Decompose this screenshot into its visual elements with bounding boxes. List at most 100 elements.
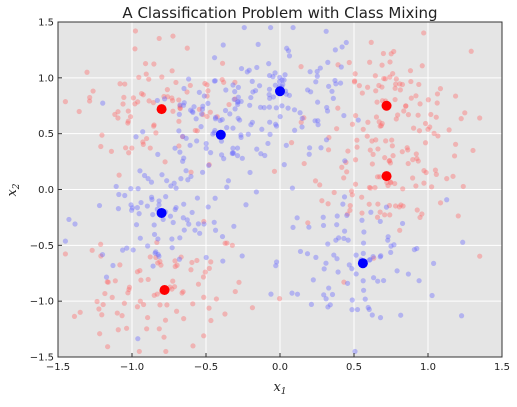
blue-sample-point [181, 103, 186, 108]
blue-sample-point [116, 192, 121, 197]
red-sample-point [214, 296, 219, 301]
red-sample-point [393, 82, 398, 87]
red-sample-point [417, 101, 422, 106]
red-sample-point [379, 63, 384, 68]
blue-sample-point [417, 278, 422, 283]
red-sample-point [153, 130, 158, 135]
red-sample-point [313, 178, 318, 183]
red-sample-point [123, 145, 128, 150]
blue-sample-point [388, 250, 393, 255]
red-sample-point [176, 119, 181, 124]
blue-sample-point [145, 243, 150, 248]
red-sample-point [141, 142, 146, 147]
blue-sample-point [267, 87, 272, 92]
blue-sample-point [220, 258, 225, 263]
blue-sample-point [213, 115, 218, 120]
red-sample-point [185, 46, 190, 51]
blue-sample-point [354, 271, 359, 276]
blue-sample-point [173, 205, 178, 210]
blue-sample-point [268, 292, 273, 297]
blue-sample-point [292, 107, 297, 112]
red-sample-point [387, 158, 392, 163]
x-tick-label: 1.5 [494, 362, 510, 373]
blue-sample-point [431, 261, 436, 266]
red-sample-point [335, 106, 340, 111]
blue-sample-point [199, 111, 204, 116]
y-tick-label: 1.0 [38, 73, 54, 84]
red-sample-point [389, 137, 394, 142]
blue-sample-point [219, 152, 224, 157]
red-center-point [382, 101, 392, 111]
blue-sample-point [145, 203, 150, 208]
blue-sample-point [220, 234, 225, 239]
blue-sample-point [367, 257, 372, 262]
blue-sample-point [361, 251, 366, 256]
red-sample-point [360, 90, 365, 95]
red-sample-point [374, 100, 379, 105]
blue-sample-point [290, 225, 295, 230]
blue-sample-point [284, 46, 289, 51]
red-sample-point [194, 258, 199, 263]
blue-sample-point [334, 222, 339, 227]
blue-sample-point [204, 255, 209, 260]
blue-sample-point [168, 214, 173, 219]
blue-sample-point [292, 128, 297, 133]
blue-sample-point [195, 195, 200, 200]
blue-sample-point [174, 186, 179, 191]
red-sample-point [174, 309, 179, 314]
blue-sample-point [135, 336, 140, 341]
blue-sample-point [350, 297, 355, 302]
red-sample-point [277, 296, 282, 301]
red-sample-point [361, 127, 366, 132]
red-sample-point [189, 260, 194, 265]
red-sample-point [110, 295, 115, 300]
blue-sample-point [342, 229, 347, 234]
red-sample-point [395, 112, 400, 117]
red-sample-point [367, 60, 372, 65]
red-sample-point [374, 114, 379, 119]
red-sample-point [365, 120, 370, 125]
red-sample-point [352, 79, 357, 84]
blue-sample-point [321, 215, 326, 220]
blue-sample-point [361, 278, 366, 283]
blue-sample-point [326, 84, 331, 89]
red-sample-point [390, 153, 395, 158]
red-sample-point [375, 174, 380, 179]
blue-sample-point [266, 61, 271, 66]
red-sample-point [462, 110, 467, 115]
red-sample-point [298, 64, 303, 69]
red-sample-point [434, 115, 439, 120]
blue-sample-point [285, 106, 290, 111]
blue-sample-point [200, 104, 205, 109]
blue-sample-point [137, 211, 142, 216]
blue-sample-point [153, 251, 158, 256]
blue-sample-point [247, 103, 252, 108]
blue-sample-point [204, 146, 209, 151]
blue-sample-point [150, 263, 155, 268]
red-sample-point [410, 175, 415, 180]
blue-sample-point [181, 86, 186, 91]
blue-sample-point [391, 242, 396, 247]
blue-sample-point [414, 246, 419, 251]
blue-sample-point [295, 215, 300, 220]
red-sample-point [354, 145, 359, 150]
red-sample-point [138, 278, 143, 283]
blue-sample-point [185, 217, 190, 222]
red-sample-point [408, 79, 413, 84]
red-sample-point [117, 81, 122, 86]
red-sample-point [383, 138, 388, 143]
red-sample-point [470, 148, 475, 153]
blue-sample-point [370, 312, 375, 317]
red-sample-point [208, 110, 213, 115]
red-sample-point [190, 343, 195, 348]
red-sample-point [148, 254, 153, 259]
blue-sample-point [313, 255, 318, 260]
blue-sample-point [361, 288, 366, 293]
blue-sample-point [254, 147, 259, 152]
blue-sample-point [339, 44, 344, 49]
red-sample-point [173, 80, 178, 85]
blue-sample-point [279, 103, 284, 108]
blue-sample-point [386, 234, 391, 239]
red-sample-point [411, 125, 416, 130]
blue-sample-point [341, 236, 346, 241]
